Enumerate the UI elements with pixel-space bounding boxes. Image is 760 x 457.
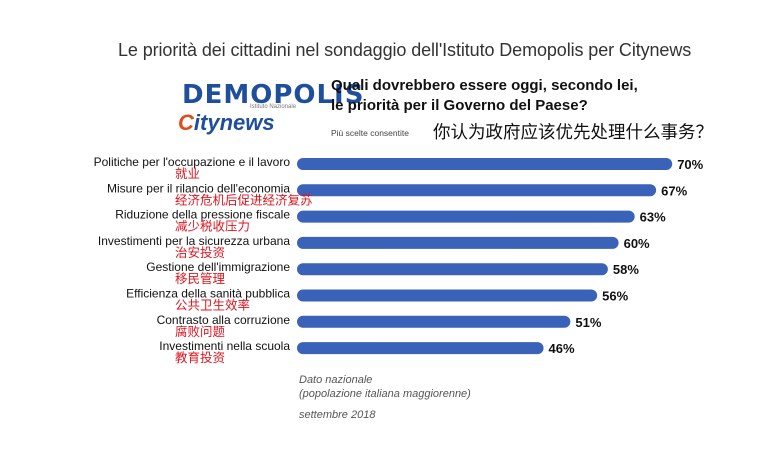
- category-label-3: Riduzione della pressione fiscale: [115, 208, 290, 222]
- category-label-6: Efficienza della sanità pubblica: [126, 287, 290, 301]
- category-translation-2: 经济危机后促进经济复苏: [175, 192, 313, 207]
- value-label-7: 51%: [575, 315, 601, 330]
- bar-4: [297, 236, 619, 249]
- value-label-5: 58%: [613, 262, 639, 277]
- category-label-5: Gestione dell'immigrazione: [146, 260, 290, 274]
- citynews-logo: Citynews: [178, 110, 275, 136]
- category-label-2: Misure per il rilancio dell'economia: [107, 181, 290, 195]
- bar-6: [297, 289, 598, 302]
- chart-footer: Dato nazionale (popolazione italiana mag…: [299, 373, 471, 422]
- value-label-6: 56%: [602, 289, 628, 304]
- bar-5: [297, 263, 608, 276]
- category-translation-3: 减少税收压力: [175, 219, 250, 234]
- category-translation-7: 腐败问题: [175, 324, 226, 339]
- footer-line-1: Dato nazionale: [299, 374, 373, 386]
- category-translation-4: 治安投资: [175, 245, 225, 260]
- page-title: Le priorità dei cittadini nel sondaggio …: [118, 40, 692, 60]
- citynews-logo-c: C: [178, 110, 194, 135]
- category-label-4: Investimenti per la sicurezza urbana: [98, 234, 290, 248]
- value-label-2: 67%: [661, 183, 687, 198]
- value-label-4: 60%: [624, 236, 650, 251]
- bar-2: [297, 184, 657, 197]
- footer-date: settembre 2018: [299, 409, 376, 421]
- question-line-1: Quali dovrebbero essere oggi, secondo le…: [331, 77, 638, 94]
- bar-8: [297, 342, 544, 355]
- demopolis-logo: DEMOPOLIS: [182, 80, 365, 110]
- question-note: Più scelte consentite: [331, 128, 409, 138]
- survey-question: Quali dovrebbero essere oggi, secondo le…: [331, 76, 638, 116]
- category-translation-8: 教育投资: [175, 350, 225, 365]
- bar-1: [297, 158, 673, 170]
- category-translation-5: 移民管理: [175, 271, 226, 286]
- question-line-2: le priorità per il Governo del Paese?: [331, 97, 588, 114]
- demopolis-logo-subtitle: Istituto Nazionale: [250, 104, 297, 110]
- value-label-1: 70%: [677, 157, 703, 172]
- category-label-7: Contrasto alla corruzione: [157, 313, 291, 327]
- bar-3: [297, 210, 635, 223]
- category-translation-6: 公共卫生效率: [175, 298, 250, 313]
- category-translation-1: 就业: [175, 166, 200, 181]
- category-label-8: Investimenti nella scuola: [159, 339, 290, 353]
- bar-7: [297, 315, 571, 328]
- question-translation: 你认为政府应该优先处理什么事务？: [433, 122, 713, 142]
- citynews-logo-text: itynews: [193, 110, 275, 135]
- value-label-3: 63%: [640, 210, 666, 225]
- footer-line-2: (popolazione italiana maggiorenne): [299, 388, 471, 400]
- category-label-1: Politiche per l'occupazione e il lavoro: [94, 155, 291, 169]
- value-label-8: 46%: [549, 341, 575, 356]
